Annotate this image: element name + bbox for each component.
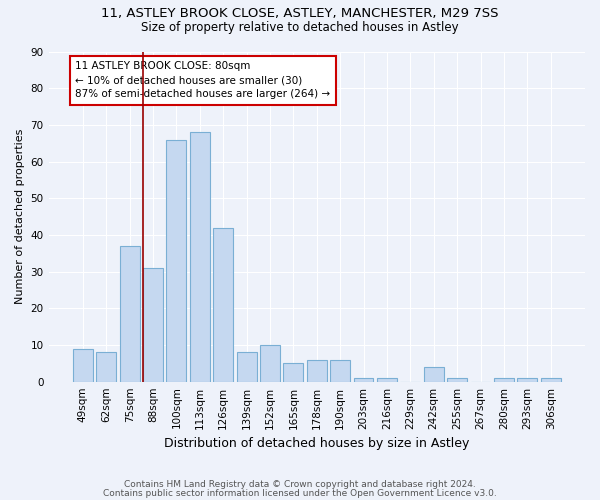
Text: 11 ASTLEY BROOK CLOSE: 80sqm
← 10% of detached houses are smaller (30)
87% of se: 11 ASTLEY BROOK CLOSE: 80sqm ← 10% of de… [76,62,331,100]
Text: 11, ASTLEY BROOK CLOSE, ASTLEY, MANCHESTER, M29 7SS: 11, ASTLEY BROOK CLOSE, ASTLEY, MANCHEST… [101,8,499,20]
Bar [166,140,187,382]
Bar [330,360,350,382]
Bar [307,360,327,382]
Text: Contains public sector information licensed under the Open Government Licence v3: Contains public sector information licen… [103,489,497,498]
X-axis label: Distribution of detached houses by size in Astley: Distribution of detached houses by size … [164,437,469,450]
Bar [143,268,163,382]
Bar [120,246,140,382]
Bar [97,352,116,382]
Bar [213,228,233,382]
Bar [377,378,397,382]
Bar [541,378,560,382]
Text: Contains HM Land Registry data © Crown copyright and database right 2024.: Contains HM Land Registry data © Crown c… [124,480,476,489]
Text: Size of property relative to detached houses in Astley: Size of property relative to detached ho… [141,21,459,34]
Bar [283,364,304,382]
Bar [260,345,280,382]
Bar [517,378,537,382]
Bar [190,132,210,382]
Bar [494,378,514,382]
Y-axis label: Number of detached properties: Number of detached properties [15,129,25,304]
Bar [73,348,93,382]
Bar [424,367,443,382]
Bar [447,378,467,382]
Bar [236,352,257,382]
Bar [353,378,373,382]
